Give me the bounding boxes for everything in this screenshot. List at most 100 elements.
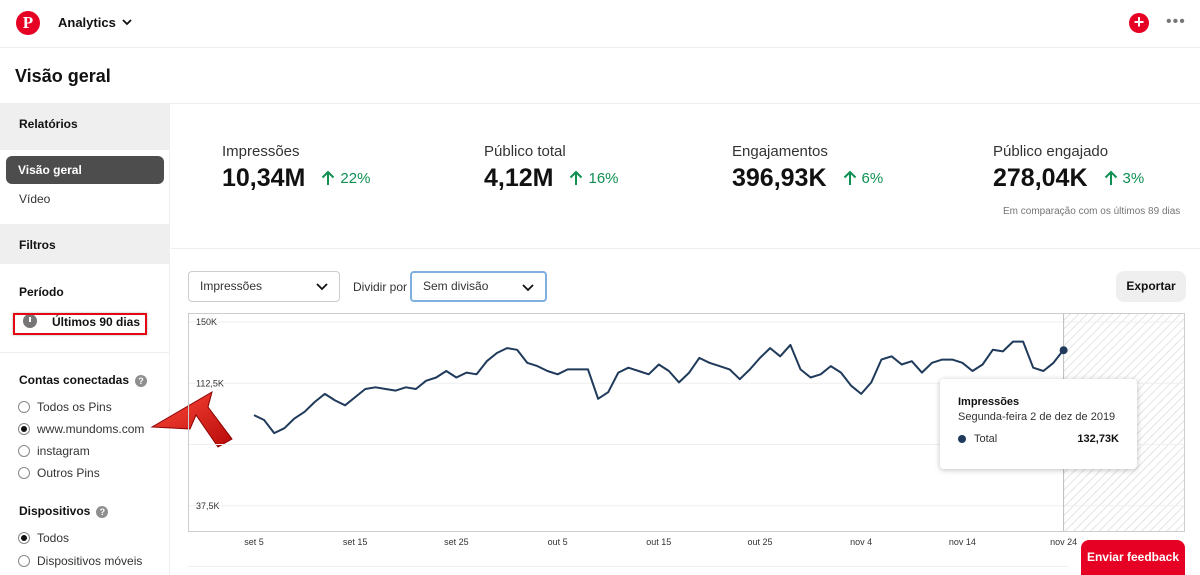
radio-all-devices[interactable]: Todos <box>18 531 69 545</box>
metric-delta-value: 22% <box>340 169 371 187</box>
divider <box>188 566 1068 567</box>
radio-button-selected[interactable] <box>18 423 30 435</box>
metric-delta-value: 3% <box>1122 169 1145 187</box>
sidebar-item-overview[interactable]: Visão geral <box>6 156 164 184</box>
radio-button-selected[interactable] <box>18 532 30 544</box>
x-tick-label: out 15 <box>646 537 672 547</box>
highlight-annotation-box <box>13 313 147 335</box>
tooltip-series: Total <box>974 433 998 445</box>
chevron-down-icon <box>122 19 132 26</box>
tooltip-value: 132,73K <box>1077 433 1119 445</box>
period-value[interactable]: Últimos 90 dias <box>52 315 141 329</box>
radio-label: Outros Pins <box>37 466 100 480</box>
add-icon[interactable]: + <box>1129 13 1149 33</box>
sidebar-item-video[interactable]: Vídeo <box>19 192 51 206</box>
tooltip-date: Segunda-feira 2 de dez de 2019 <box>958 411 1116 423</box>
x-tick-label: nov 4 <box>850 537 873 547</box>
divide-select-value: Sem divisão <box>423 279 489 293</box>
metric-select[interactable]: Impressões <box>188 271 340 302</box>
radio-button[interactable] <box>18 401 30 413</box>
divider <box>0 103 1200 104</box>
tooltip-title: Impressões <box>958 396 1020 408</box>
devices-text: Dispositivos <box>19 504 91 518</box>
radio-button[interactable] <box>18 445 30 457</box>
metric-label: Engajamentos <box>732 143 828 160</box>
x-axis-labels: set 5 set 15 set 25 out 5 out 15 out 25 nov 4 n… <box>188 537 1185 551</box>
radio-mobile-devices[interactable]: Dispositivos móveis <box>18 554 142 568</box>
radio-label: instagram <box>37 444 90 458</box>
metric-delta-value: 6% <box>861 169 884 187</box>
radio-label: www.mundoms.com <box>37 422 145 436</box>
reports-heading: Relatórios <box>0 104 170 150</box>
divider <box>0 352 170 353</box>
x-tick-label: set 15 <box>342 537 368 547</box>
metric-delta: 3% <box>1104 169 1145 187</box>
clock-icon <box>23 314 37 328</box>
metric-engaged-audience: Público engajado 278,04K 3% <box>993 143 1144 193</box>
export-button[interactable]: Exportar <box>1116 271 1186 302</box>
page-title: Visão geral <box>15 66 111 86</box>
series-line-total[interactable] <box>253 340 1065 435</box>
analytics-menu-button[interactable]: Analytics <box>58 15 132 30</box>
chevron-down-icon <box>316 283 328 291</box>
period-label: Período <box>19 285 64 299</box>
sidebar: Relatórios Visão geral Vídeo Filtros Per… <box>0 104 170 575</box>
metric-value: 10,34M <box>222 164 306 192</box>
top-bar: P Analytics + ••• <box>0 0 1200 48</box>
y-tick-label: 37,5K <box>196 501 220 511</box>
more-options-icon[interactable]: ••• <box>1166 13 1186 30</box>
devices-label: Dispositivos? <box>19 504 109 518</box>
highlight-data-point[interactable] <box>1059 346 1068 355</box>
radio-button[interactable] <box>18 467 30 479</box>
metric-delta-value: 16% <box>588 169 619 187</box>
tooltip-row: Total 132,73K <box>958 433 1119 445</box>
impressions-line-chart[interactable]: 150K 112,5K 37,5K <box>188 313 1185 532</box>
y-tick-label: 150K <box>196 317 217 327</box>
red-arrow-icon <box>150 390 233 448</box>
metric-label: Público engajado <box>993 143 1109 160</box>
metric-value: 278,04K <box>993 164 1088 192</box>
connected-accounts-label: Contas conectadas? <box>19 373 148 387</box>
x-tick-label: nov 14 <box>948 537 976 547</box>
metric-delta: 16% <box>569 169 619 187</box>
arrow-up-icon <box>843 170 856 185</box>
radio-other-pins[interactable]: Outros Pins <box>18 466 100 480</box>
radio-button[interactable] <box>18 555 30 567</box>
metric-delta: 6% <box>843 169 884 187</box>
y-tick-label: 112,5K <box>196 378 224 388</box>
chart-frame <box>188 313 1185 532</box>
filters-heading: Filtros <box>0 224 170 264</box>
pinterest-logo-icon[interactable]: P <box>16 11 40 35</box>
help-icon[interactable]: ? <box>135 374 148 387</box>
metric-engagements: Engajamentos 396,93K 6% <box>732 143 883 193</box>
metric-value: 396,93K <box>732 164 827 192</box>
x-tick-label: out 25 <box>747 537 773 547</box>
arrow-up-icon <box>322 170 335 185</box>
metric-label: Impressões <box>222 143 300 160</box>
help-icon[interactable]: ? <box>96 505 109 518</box>
radio-label: Dispositivos móveis <box>37 554 143 568</box>
radio-instagram[interactable]: instagram <box>18 444 90 458</box>
metric-impressions: Impressões 10,34M 22% <box>222 143 370 193</box>
radio-label: Todos <box>37 531 70 545</box>
series-dot-icon <box>958 435 966 443</box>
radio-all-pins[interactable]: Todos os Pins <box>18 400 112 414</box>
x-tick-label: set 25 <box>444 537 469 547</box>
metric-value: 4,12M <box>484 164 554 192</box>
x-tick-label: nov 24 <box>1050 537 1078 547</box>
metric-delta: 22% <box>321 170 370 187</box>
arrow-up-icon <box>1104 170 1117 185</box>
metric-select-value: Impressões <box>200 279 263 293</box>
x-tick-label: out 5 <box>547 537 568 547</box>
send-feedback-button[interactable]: Enviar feedback <box>1081 540 1185 575</box>
chart-tooltip: Impressões Segunda-feira 2 de dez de 201… <box>940 379 1137 469</box>
radio-label: Todos os Pins <box>37 400 112 414</box>
chevron-down-icon <box>522 284 534 292</box>
x-tick-label: set 5 <box>244 537 264 547</box>
connected-accounts-text: Contas conectadas <box>19 373 130 387</box>
arrow-up-icon <box>570 170 583 185</box>
divide-by-select[interactable]: Sem divisão <box>410 271 547 302</box>
metric-label: Público total <box>484 143 566 160</box>
divider <box>171 248 1200 249</box>
radio-mundoms[interactable]: www.mundoms.com <box>18 422 144 436</box>
